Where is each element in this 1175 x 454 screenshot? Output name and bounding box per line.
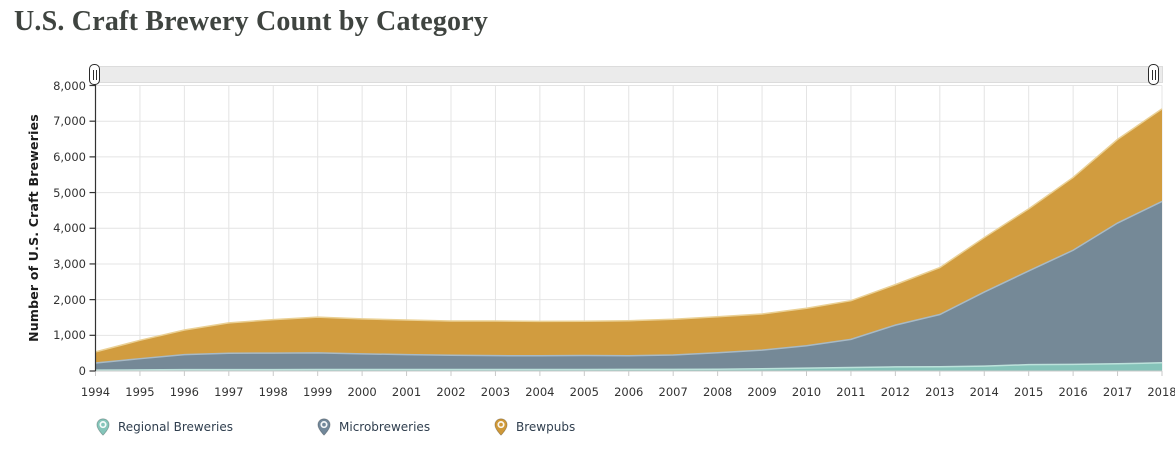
y-tick-label: 7,000 (53, 114, 86, 129)
y-tick-label: 2,000 (53, 292, 86, 307)
x-tick-label: 1999 (303, 385, 333, 399)
legend-label: Microbreweries (339, 420, 431, 434)
y-tick-label: 6,000 (53, 149, 86, 164)
y-tick-label: 5,000 (53, 185, 86, 200)
x-tick-label: 2000 (347, 385, 377, 399)
y-tick-label: 0 (78, 364, 86, 378)
range-selector-right-handle-icon[interactable] (1148, 64, 1159, 85)
x-tick-label: 2010 (791, 385, 822, 399)
x-tick-label: 2011 (836, 385, 866, 399)
area-regional-breweries (95, 362, 1162, 371)
x-tick-label: 2015 (1014, 385, 1044, 399)
x-tick-label: 1997 (214, 385, 244, 399)
legend-label: Brewpubs (516, 420, 576, 434)
x-tick-label: 2004 (525, 385, 555, 399)
x-tick-label: 2002 (436, 385, 466, 399)
x-tick-label: 2007 (658, 385, 688, 399)
x-tick-label: 2005 (569, 385, 599, 399)
map-pin-icon (96, 418, 110, 436)
x-tick-label: 2012 (880, 385, 911, 399)
legend-item-microbreweries[interactable]: Microbreweries (317, 415, 430, 439)
area-brewpubs (95, 108, 1162, 371)
chart-title: U.S. Craft Brewery Count by Category (14, 6, 489, 37)
x-tick-label: 1995 (125, 385, 155, 399)
grip-line (92, 69, 94, 80)
legend-item-brewpubs[interactable]: Brewpubs (494, 415, 575, 439)
legend-label: Regional Breweries (118, 420, 233, 434)
x-tick-label: 2008 (702, 385, 733, 399)
y-tick-label: 8,000 (53, 78, 86, 93)
x-tick-label: 2013 (925, 385, 955, 399)
y-tick-label: 3,000 (53, 256, 86, 271)
map-pin-icon (317, 418, 331, 436)
grip-line (1154, 69, 1156, 80)
range-selector-left-handle-icon[interactable] (89, 64, 100, 85)
x-tick-label: 2016 (1058, 385, 1088, 399)
x-tick-label: 2014 (969, 385, 999, 399)
x-tick-label: 2018 (1147, 385, 1175, 399)
x-tick-label: 2017 (1102, 385, 1133, 399)
area-top-edge (95, 200, 1163, 364)
x-tick-label: 2009 (747, 385, 777, 399)
area-microbreweries (95, 201, 1162, 371)
x-tick-label: 1998 (258, 385, 288, 399)
grip-line (95, 69, 97, 80)
y-tick-label: 1,000 (53, 328, 86, 343)
x-tick-label: 2001 (391, 385, 422, 399)
map-pin-icon (494, 418, 508, 436)
legend: Regional Breweries Microbreweries Brewpu… (0, 415, 1175, 441)
x-tick-label: 2006 (614, 385, 644, 399)
x-tick-label: 1996 (169, 385, 200, 399)
x-tick-label: 2003 (480, 385, 511, 399)
area-top-edge (95, 362, 1163, 371)
area-top-edge (95, 108, 1163, 353)
x-tick-label: 1994 (80, 385, 111, 399)
legend-item-regional-breweries[interactable]: Regional Breweries (96, 415, 233, 439)
y-tick-label: 4,000 (53, 221, 86, 236)
grip-line (1151, 69, 1153, 80)
